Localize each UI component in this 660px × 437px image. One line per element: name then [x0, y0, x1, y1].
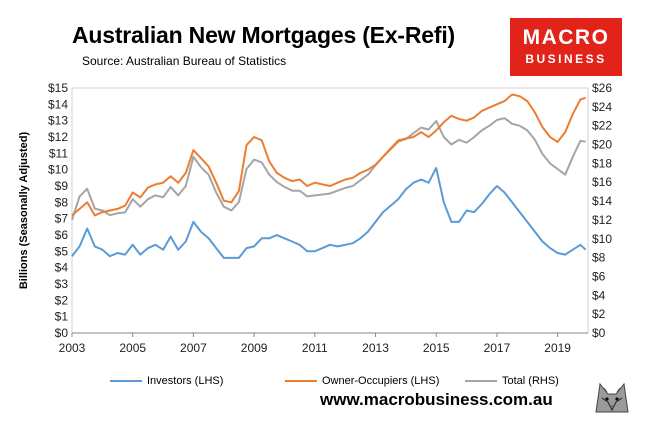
y-left-tick-label: $1: [55, 310, 69, 324]
y-left-tick-label: $5: [55, 244, 69, 258]
legend-label: Owner-Occupiers (LHS): [322, 375, 440, 387]
x-tick-label: 2009: [241, 341, 268, 355]
y-left-tick-label: $9: [55, 179, 69, 193]
logo-line1: MACRO: [522, 26, 610, 49]
y-left-tick-label: $6: [55, 228, 69, 242]
y-right-tick-label: $14: [592, 194, 612, 208]
y-right-tick-label: $8: [592, 251, 606, 265]
y-left-tick-label: $0: [55, 326, 69, 340]
x-tick-label: 2011: [302, 341, 328, 355]
chart-subtitle: Source: Australian Bureau of Statistics: [82, 54, 287, 68]
y-right-tick-label: $26: [592, 81, 612, 95]
x-tick-label: 2017: [484, 341, 511, 355]
legend-item: Total (RHS): [465, 375, 559, 387]
legend-label: Total (RHS): [502, 375, 559, 387]
y-right-tick-label: $4: [592, 288, 606, 302]
logo-line2: BUSINESS: [525, 52, 607, 66]
x-tick-label: 2003: [59, 341, 86, 355]
chart-legend: Investors (LHS) Owner-Occupiers (LHS) Tota…: [110, 375, 580, 391]
x-tick-label: 2007: [180, 341, 207, 355]
y-left-tick-label: $13: [48, 114, 68, 128]
y-left-tick-label: $12: [48, 130, 68, 144]
y-left-tick-label: $7: [55, 212, 69, 226]
y-left-tick-label: $2: [55, 293, 69, 307]
line-chart: $0 $1 $2 $3 $4 $5 $6 $7 $8 $9 $10 $11 $12 $13 $14 $15 $0…: [18, 81, 612, 355]
y-axis-label: Billions (Seasonally Adjusted): [18, 132, 30, 290]
y-left-tick-label: $14: [48, 97, 68, 111]
chart-title: Australian New Mortgages (Ex-Refi): [72, 22, 455, 48]
y-left-tick-label: $3: [55, 277, 69, 291]
y-left-tick-label: $8: [55, 195, 69, 209]
legend-swatch: [465, 380, 497, 382]
y-right-tick-label: $10: [592, 232, 612, 246]
x-tick-label: 2005: [119, 341, 146, 355]
y-left-tick-label: $10: [48, 163, 68, 177]
y-right-tick-label: $18: [592, 156, 612, 170]
macrobusiness-logo: MACRO BUSINESS: [510, 18, 622, 76]
wolf-icon: [592, 376, 632, 416]
x-tick-label: 2019: [544, 341, 571, 355]
legend-label: Investors (LHS): [147, 375, 224, 387]
footer-url: www.macrobusiness.com.au: [320, 390, 553, 409]
y-right-tick-label: $0: [592, 326, 606, 340]
y-right-tick-label: $20: [592, 138, 612, 152]
series-line-investors-lhs: [71, 167, 587, 259]
y-right-tick-label: $24: [592, 100, 612, 114]
y-right-tick-label: $22: [592, 119, 612, 133]
y-left-tick-label: $4: [55, 261, 69, 275]
series-line-owner-occupiers-lhs: [71, 93, 586, 217]
y-right-tick-label: $2: [592, 307, 606, 321]
y-left-tick-label: $11: [49, 146, 68, 160]
legend-swatch: [110, 380, 142, 382]
y-right-tick-label: $12: [592, 213, 612, 227]
y-right-tick-label: $6: [592, 269, 606, 283]
legend-item: Investors (LHS): [110, 375, 223, 387]
y-left-tick-label: $15: [48, 81, 68, 95]
x-tick-label: 2013: [362, 341, 389, 355]
legend-item: Owner-Occupiers (LHS): [285, 375, 439, 387]
plot-area: [71, 87, 589, 334]
legend-swatch: [285, 380, 317, 382]
series-line-total-rhs: [71, 117, 586, 221]
y-right-tick-label: $16: [592, 175, 612, 189]
x-tick-label: 2015: [423, 341, 450, 355]
